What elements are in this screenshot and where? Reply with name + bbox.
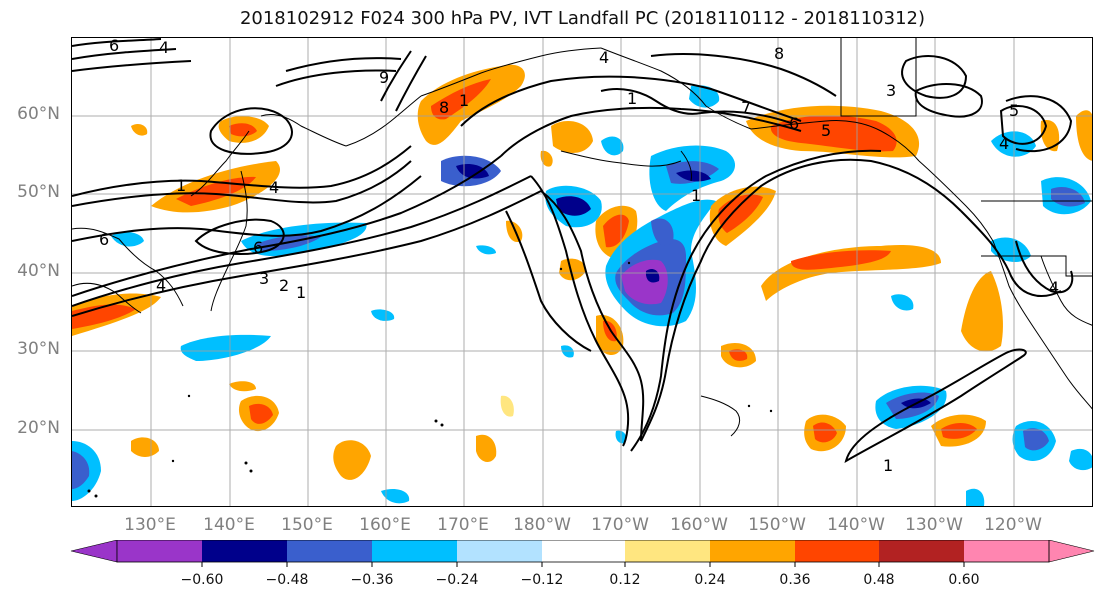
colorbar-tick-label: 0.36: [779, 572, 811, 588]
lat-label-40n: 40°N: [17, 261, 60, 281]
colorbar-tick-label: 0.12: [609, 572, 641, 588]
pv-anomaly-fill: [72, 64, 1092, 506]
contour-label: 4: [999, 134, 1009, 153]
colorbar-outline: [116, 540, 1050, 563]
lon-label-150w: 150°W: [748, 515, 806, 535]
contour-label: 3: [886, 81, 896, 100]
colorbar-segment: [117, 540, 202, 562]
colorbar: [70, 540, 1095, 567]
lat-label-20n: 20°N: [17, 418, 60, 438]
contour-label: 6: [253, 238, 263, 257]
colorbar-tick-label: −0.60: [180, 572, 224, 588]
islands: [87, 261, 773, 498]
lat-label-30n: 30°N: [17, 339, 60, 359]
contour-label: 6: [109, 38, 119, 55]
lon-label-170w: 170°W: [591, 515, 649, 535]
colorbar-segment: [625, 540, 710, 562]
contour-label: 8: [774, 44, 784, 63]
colorbar-segment: [287, 540, 372, 562]
contour-label: 4: [156, 276, 166, 295]
colorbar-tick-label: −0.24: [435, 572, 479, 588]
colorbar-ticks: [201, 562, 965, 567]
colorbar-segment: [542, 540, 625, 562]
lat-label-60n: 60°N: [17, 104, 60, 124]
lon-label-150e: 150°E: [281, 515, 333, 535]
lon-label-170e: 170°E: [437, 515, 489, 535]
colorbar-extend-low: [70, 540, 118, 563]
map-panel: 3 2 1 4 6 1 4 6 6 4 9 8 1 4 7 6 5 8 3 5 …: [71, 37, 1093, 507]
contour-label: 6: [789, 114, 799, 133]
colorbar-tick-label: −0.48: [265, 572, 309, 588]
colorbar-segment: [964, 540, 1049, 562]
contour-label: 1: [627, 89, 637, 108]
colorbar-segment: [202, 540, 287, 562]
colorbar-segment: [795, 540, 879, 562]
colorbar-segment: [879, 540, 964, 562]
contour-label: 7: [741, 98, 751, 117]
colorbar-segment: [457, 540, 542, 562]
lon-label-140w: 140°W: [827, 515, 885, 535]
contour-label: 3: [259, 269, 269, 288]
lon-label-130e: 130°E: [124, 515, 176, 535]
colorbar-tick-label: 0.48: [863, 572, 895, 588]
map-svg: 3 2 1 4 6 1 4 6 6 4 9 8 1 4 7 6 5 8 3 5 …: [72, 38, 1092, 506]
contour-label: 1: [883, 456, 893, 475]
contour-label-group: 3 2 1 4 6 1 4 6 6 4 9 8 1 4 7 6 5 8 3 5 …: [99, 38, 1059, 475]
lon-label-160w: 160°W: [670, 515, 728, 535]
contour-label: 4: [269, 178, 279, 197]
contour-label: 1: [459, 91, 469, 110]
contour-label: 4: [159, 38, 169, 57]
colorbar-extend-high: [1048, 540, 1095, 563]
lon-label-160e: 160°E: [359, 515, 411, 535]
colorbar-tick-label: −0.36: [350, 572, 394, 588]
colorbar-tick-label: 0.24: [694, 572, 726, 588]
contour-label: 9: [379, 68, 389, 87]
contour-label: 1: [691, 186, 701, 205]
colorbar-segment: [372, 540, 457, 562]
contour-label: 4: [1049, 278, 1059, 297]
coastlines: [72, 38, 1092, 437]
colorbar-segment: [710, 540, 795, 562]
contour-label: 4: [599, 48, 609, 67]
contour-label: 1: [296, 283, 306, 302]
lon-label-130w: 130°W: [905, 515, 963, 535]
colorbar-tick-label: 0.60: [948, 572, 980, 588]
colorbar-tick-label: −0.12: [520, 572, 564, 588]
lon-label-180w: 180°W: [513, 515, 571, 535]
graticule: [72, 38, 1092, 506]
contour-label: 8: [439, 98, 449, 117]
contour-label: 5: [1009, 101, 1019, 120]
contour-label: 5: [821, 121, 831, 140]
contour-label: 1: [176, 176, 186, 195]
lon-label-140e: 140°E: [203, 515, 255, 535]
ivt-contours: [72, 38, 1074, 464]
lat-label-50n: 50°N: [17, 182, 60, 202]
chart-title: 2018102912 F024 300 hPa PV, IVT Landfall…: [239, 8, 926, 29]
lon-label-120w: 120°W: [984, 515, 1042, 535]
contour-label: 6: [99, 230, 109, 249]
contour-label: 2: [279, 276, 289, 295]
